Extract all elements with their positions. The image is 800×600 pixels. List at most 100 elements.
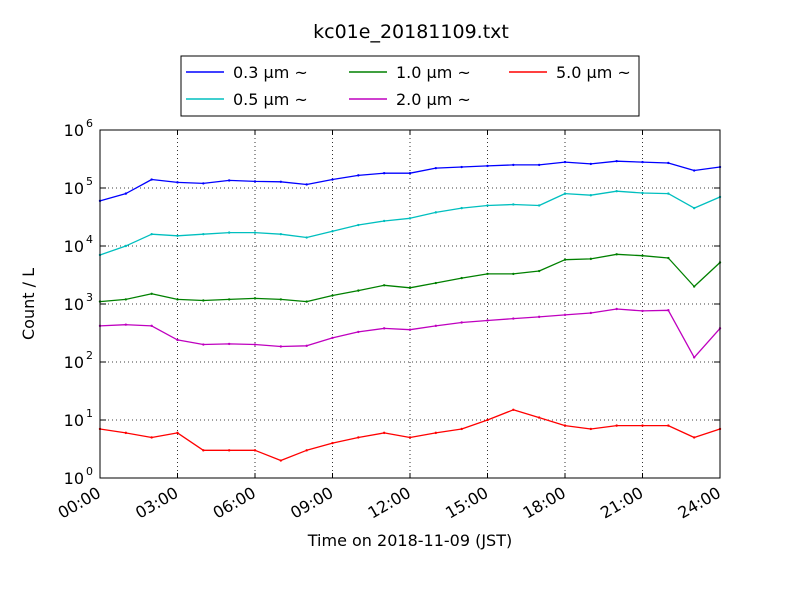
data-point [434,324,438,328]
x-tick-label: 18:00 [520,483,569,523]
x-axis-label: Time on 2018-11-09 (JST) [307,531,512,550]
data-point [667,424,670,427]
y-tick-exponent: 5 [86,175,93,188]
data-point [150,436,153,439]
data-point [150,324,153,328]
y-tick-label: 10 [64,121,84,140]
data-point [382,219,386,223]
x-tick-label: 03:00 [132,483,181,523]
series-1-0-um [98,253,722,303]
data-point [486,418,489,422]
series-line [99,409,721,462]
data-point [227,179,231,182]
data-point [124,192,128,195]
data-point [227,298,231,301]
data-point [253,297,257,300]
data-point [460,206,463,210]
data-point [408,217,412,220]
legend-box [180,55,640,117]
data-point [176,234,179,237]
legend-item: 1.0 μm ~ [349,63,471,82]
data-point [357,330,360,334]
data-point [563,160,567,164]
data-point [305,449,308,452]
data-point [615,159,618,163]
data-point [305,300,308,303]
data-point [692,285,696,288]
data-point [641,191,644,195]
data-point [227,231,231,234]
data-point [486,272,489,276]
x-tick-label: 24:00 [675,483,724,523]
data-point [253,231,257,234]
data-point [460,427,463,431]
legend-items: 0.3 μm ~ 0.5 μm ~ 1.0 μm ~ 2.0 μm ~ 5.0 μm ~ [186,63,631,109]
data-point [563,258,567,261]
y-tick-exponent: 1 [86,407,93,420]
data-point [124,244,128,248]
data-point [305,183,308,186]
x-tick-label: 12:00 [365,483,414,523]
series-5-0-um [98,408,722,462]
data-point [202,449,205,452]
legend-label: 1.0 μm ~ [396,63,471,82]
series-0-5-um [98,190,722,257]
data-point [124,323,128,326]
y-tick-label: 10 [64,237,84,256]
data-point [692,356,696,359]
data-point [176,181,179,184]
data-point [408,328,412,331]
legend-label: 5.0 μm ~ [556,63,631,82]
legend-label: 0.3 μm ~ [233,63,308,82]
axis-ticks: 00:00 03:00 06:00 09:00 12:00 15:00 18:00 21:00… [55,117,724,523]
x-tick-label: 00:00 [55,483,104,523]
legend-item: 5.0 μm ~ [509,63,631,82]
data-point [486,164,489,168]
y-tick-exponent: 2 [86,349,93,362]
y-tick-label: 10 [64,469,84,488]
data-point [667,192,670,195]
data-point [408,286,412,290]
legend-item: 2.0 μm ~ [349,90,471,109]
data-point [641,254,644,257]
data-point [253,343,257,346]
x-tick-label: 06:00 [210,483,259,523]
legend-label: 2.0 μm ~ [396,90,471,109]
plot-series [98,159,722,462]
data-point [357,436,360,439]
data-point [331,441,334,445]
data-point [563,424,567,427]
data-point [253,180,257,183]
data-point [253,449,257,452]
legend-item: 0.5 μm ~ [186,90,308,109]
data-point [202,299,205,302]
data-point [589,427,593,431]
data-point [279,345,283,348]
data-point [615,307,618,311]
data-point [331,178,334,181]
data-point [434,211,438,214]
data-point [124,431,128,435]
data-point [667,256,670,260]
data-point [615,424,618,427]
data-point [589,257,593,261]
legend-label: 0.5 μm ~ [233,90,308,109]
data-point [512,272,515,276]
data-point [537,416,541,419]
data-point [124,298,128,301]
data-point [305,344,308,348]
data-point [357,223,360,227]
data-point [537,163,541,167]
x-tick-label: 21:00 [597,483,646,523]
data-point [692,436,696,439]
data-point [512,203,515,206]
data-point [150,232,153,236]
data-point [202,232,205,236]
y-tick-exponent: 6 [86,117,93,130]
data-point [176,431,179,435]
grid [100,130,720,478]
data-point [150,178,153,181]
data-point [382,171,386,175]
data-point [176,338,179,342]
data-point [408,171,412,175]
